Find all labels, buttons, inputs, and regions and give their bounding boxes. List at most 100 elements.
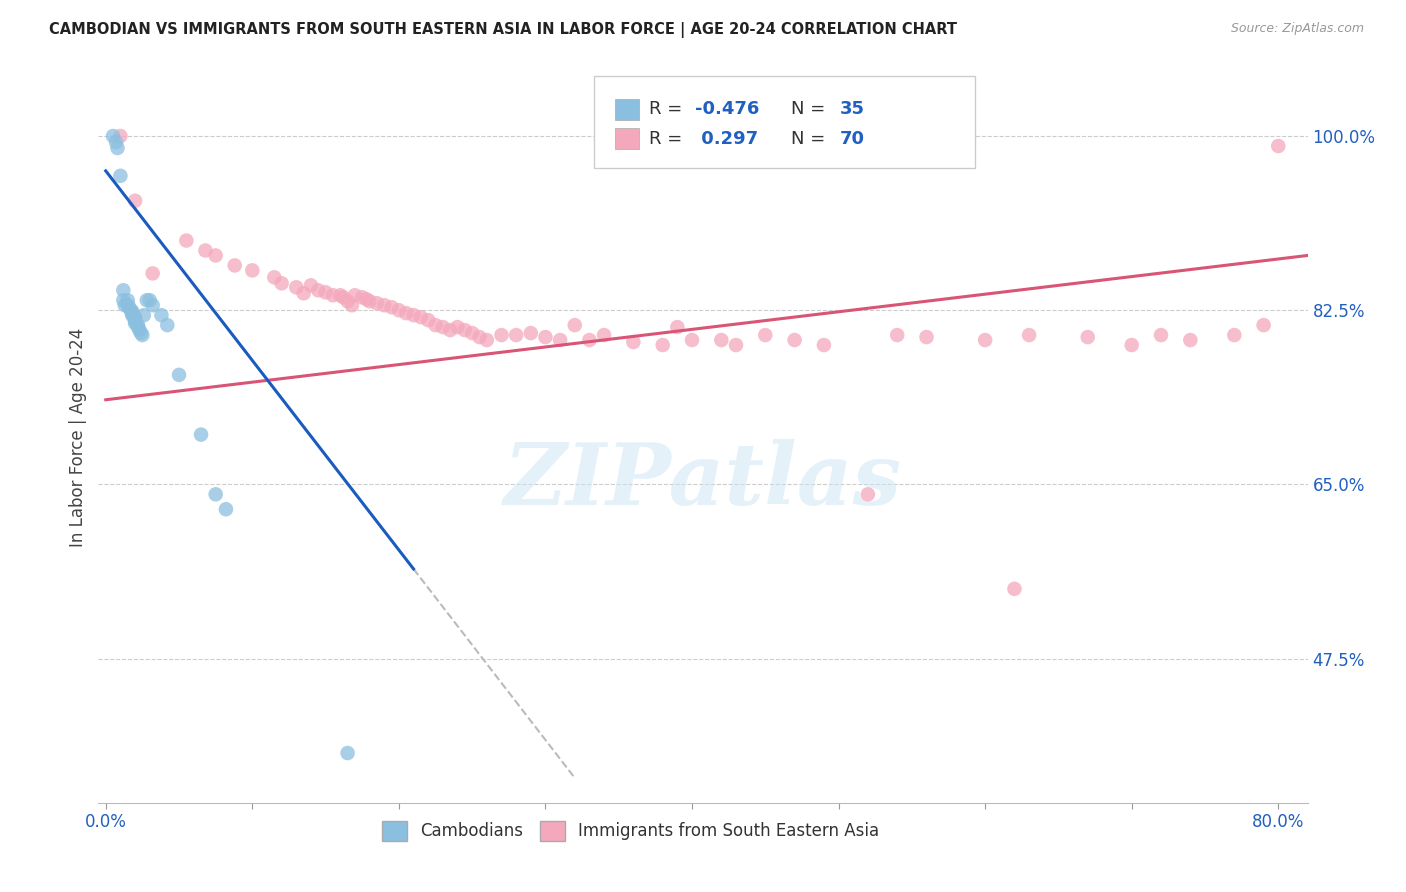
Point — [666, 320, 689, 334]
Point — [425, 318, 447, 332]
Point — [132, 308, 155, 322]
Point — [1121, 338, 1143, 352]
Point — [127, 320, 149, 334]
Point — [150, 308, 173, 322]
Point — [240, 263, 263, 277]
Text: ZIPatlas: ZIPatlas — [503, 439, 903, 523]
Point — [1180, 333, 1202, 347]
Point — [915, 330, 938, 344]
Point — [578, 333, 600, 347]
Point — [110, 129, 132, 144]
Point — [710, 333, 733, 347]
Point — [886, 328, 908, 343]
Point — [176, 234, 198, 248]
Point — [468, 330, 491, 344]
Point — [402, 308, 425, 322]
Point — [520, 326, 543, 340]
Point — [505, 328, 527, 343]
Point — [124, 194, 146, 208]
Text: N =: N = — [792, 101, 831, 119]
Text: R =: R = — [648, 101, 688, 119]
Point — [534, 330, 557, 344]
Point — [112, 293, 135, 308]
Point — [128, 323, 150, 337]
Point — [124, 310, 146, 325]
Point — [418, 313, 440, 327]
Point — [1077, 330, 1099, 344]
Point — [121, 304, 143, 318]
Point — [114, 298, 136, 312]
Point — [461, 326, 484, 340]
Point — [107, 141, 129, 155]
Point — [142, 266, 165, 280]
Point — [352, 290, 374, 304]
Text: CAMBODIAN VS IMMIGRANTS FROM SOUTH EASTERN ASIA IN LABOR FORCE | AGE 20-24 CORRE: CAMBODIAN VS IMMIGRANTS FROM SOUTH EASTE… — [49, 22, 957, 38]
Point — [270, 277, 292, 291]
Point — [332, 290, 354, 304]
Point — [138, 293, 160, 308]
Point — [380, 300, 402, 314]
Point — [1267, 139, 1289, 153]
Point — [593, 328, 616, 343]
Point — [336, 746, 359, 760]
Y-axis label: In Labor Force | Age 20-24: In Labor Force | Age 20-24 — [69, 327, 87, 547]
Point — [491, 328, 513, 343]
Point — [315, 285, 337, 300]
Point — [120, 303, 142, 318]
Point — [564, 318, 586, 332]
Point — [373, 298, 395, 312]
Point — [548, 333, 571, 347]
Point — [409, 310, 432, 325]
Point — [194, 244, 217, 258]
Point — [475, 333, 498, 347]
Point — [340, 298, 363, 312]
Point — [118, 300, 141, 314]
FancyBboxPatch shape — [614, 128, 638, 149]
Point — [224, 259, 246, 273]
Point — [285, 280, 308, 294]
Point — [783, 333, 806, 347]
Point — [1018, 328, 1040, 343]
Point — [366, 296, 388, 310]
FancyBboxPatch shape — [595, 77, 976, 168]
Point — [263, 270, 285, 285]
Point — [724, 338, 747, 352]
Point — [322, 288, 344, 302]
Point — [1004, 582, 1026, 596]
Point — [307, 283, 329, 297]
Point — [142, 298, 165, 312]
Point — [124, 314, 146, 328]
Point — [127, 318, 149, 332]
Point — [439, 323, 461, 337]
Point — [343, 288, 366, 302]
Legend: Cambodians, Immigrants from South Eastern Asia: Cambodians, Immigrants from South Easter… — [374, 813, 887, 849]
Text: R =: R = — [648, 129, 688, 148]
Point — [359, 294, 381, 309]
Text: 0.297: 0.297 — [695, 129, 758, 148]
FancyBboxPatch shape — [614, 99, 638, 120]
Point — [388, 303, 411, 318]
Point — [336, 294, 359, 309]
Point — [105, 135, 128, 149]
Point — [101, 129, 124, 144]
Point — [432, 320, 454, 334]
Point — [1253, 318, 1275, 332]
Point — [190, 427, 212, 442]
Point — [329, 288, 352, 302]
Point — [204, 248, 226, 262]
Point — [356, 292, 378, 306]
Point — [215, 502, 238, 516]
Point — [112, 283, 135, 297]
Text: -0.476: -0.476 — [695, 101, 759, 119]
Point — [299, 278, 322, 293]
Point — [121, 308, 143, 322]
Point — [292, 286, 315, 301]
Point — [117, 293, 139, 308]
Point — [204, 487, 226, 501]
Point — [110, 169, 132, 183]
Point — [124, 312, 146, 326]
Point — [446, 320, 468, 334]
Point — [156, 318, 179, 332]
Point — [117, 298, 139, 312]
Point — [621, 334, 644, 349]
